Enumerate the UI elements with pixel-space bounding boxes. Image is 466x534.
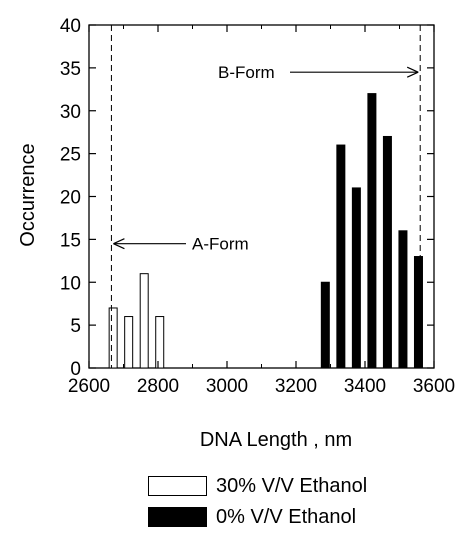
y-tick-label-25: 25 (60, 145, 81, 166)
arrowhead-b-form (406, 66, 419, 78)
y-tick-label-5: 5 (70, 316, 81, 337)
x-tick-label-2600: 2600 (68, 376, 110, 397)
y-axis-label: Occurrence (17, 143, 39, 246)
y-axis-ticks: 0 5 10 15 20 25 30 35 40 (60, 16, 434, 380)
x-axis-label: DNA Length , nm (200, 429, 352, 451)
y-tick-label-40: 40 (60, 16, 81, 37)
bar-s1-0 (320, 281, 330, 369)
bar-s0-0 (108, 307, 118, 369)
x-tick-label-3200: 3200 (275, 376, 317, 397)
bar-s0-3 (155, 316, 165, 369)
y-tick-label-35: 35 (60, 59, 81, 80)
legend-swatch-filled (148, 507, 207, 527)
bars (108, 93, 423, 369)
y-tick-label-20: 20 (60, 188, 81, 209)
bar-s0-2 (139, 273, 149, 369)
y-tick-label-10: 10 (60, 273, 81, 294)
bar-s1-6 (413, 256, 423, 369)
legend-item-30-ethanol: 30% V/V Ethanol (148, 475, 367, 497)
bar-s1-1 (336, 144, 346, 369)
x-tick-label-2800: 2800 (137, 376, 179, 397)
x-tick-label-3400: 3400 (344, 376, 386, 397)
annotation-a-form: A-Form (192, 235, 249, 254)
x-axis-ticks: 2600 2800 3000 3200 3400 3600 (68, 25, 455, 397)
legend-swatch-open (148, 476, 207, 496)
arrowhead-a-form (113, 238, 125, 250)
bar-s1-3 (367, 93, 377, 369)
bar-s1-4 (382, 135, 392, 369)
bar-s1-5 (398, 230, 408, 369)
x-tick-label-3000: 3000 (206, 376, 248, 397)
y-tick-label-15: 15 (60, 230, 81, 251)
legend-label-0-ethanol: 0% V/V Ethanol (216, 506, 357, 528)
reference-lines (110, 25, 421, 368)
annotations: A-Form B-Form (113, 63, 419, 254)
y-tick-label-30: 30 (60, 102, 81, 123)
bar-s0-1 (124, 316, 134, 369)
x-tick-label-3600: 3600 (413, 376, 455, 397)
annotation-b-form: B-Form (218, 63, 275, 82)
y-tick-label-0: 0 (70, 359, 81, 380)
legend-item-0-ethanol: 0% V/V Ethanol (148, 506, 356, 528)
legend-label-30-ethanol: 30% V/V Ethanol (216, 475, 368, 497)
bar-s1-2 (351, 187, 361, 369)
